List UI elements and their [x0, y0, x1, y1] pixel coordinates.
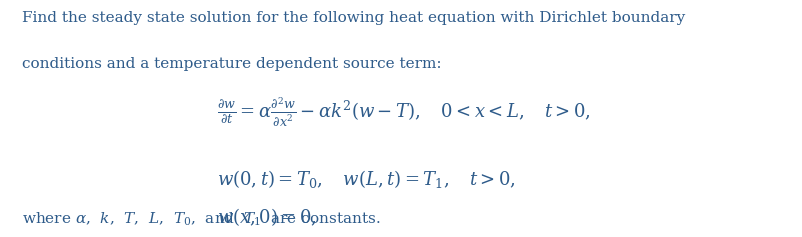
Text: where $\alpha$,  $k$,  $T$,  $L$,  $T_0$,  and  $T_1$  are constants.: where $\alpha$, $k$, $T$, $L$, $T_0$, an… [22, 210, 381, 228]
Text: $w(x, 0) = 0,$: $w(x, 0) = 0,$ [217, 206, 316, 228]
Text: $\frac{\partial w}{\partial t} = \alpha\frac{\partial^2 w}{\partial x^2} - \alph: $\frac{\partial w}{\partial t} = \alpha\… [217, 96, 590, 129]
Text: $w(0, t) = T_0, \quad w(L, t) = T_1, \quad t > 0,$: $w(0, t) = T_0, \quad w(L, t) = T_1, \qu… [217, 168, 516, 190]
Text: conditions and a temperature dependent source term:: conditions and a temperature dependent s… [22, 57, 442, 71]
Text: Find the steady state solution for the following heat equation with Dirichlet bo: Find the steady state solution for the f… [22, 11, 686, 25]
